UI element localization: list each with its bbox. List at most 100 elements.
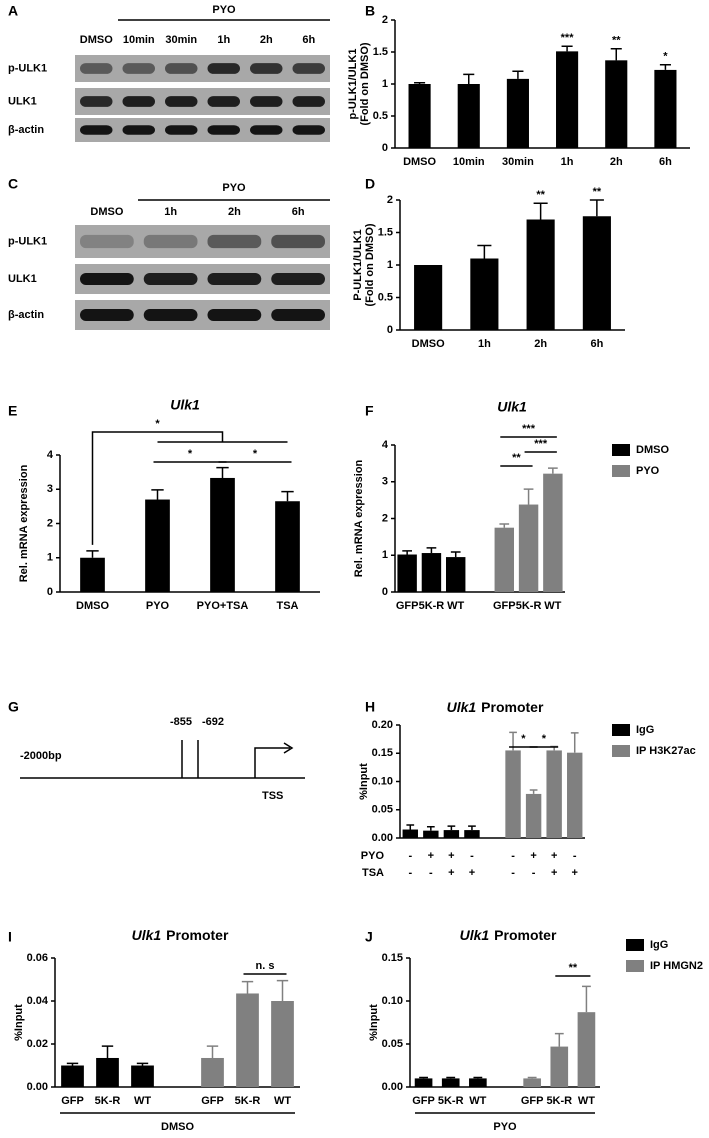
x-tick-label: 1h (478, 338, 491, 350)
blot-band (207, 63, 240, 74)
site-label: -692 (202, 716, 224, 728)
bar (96, 1057, 119, 1087)
x-tick-label: PYO (146, 600, 170, 612)
error-bar (570, 732, 579, 753)
error-bar (527, 1076, 537, 1079)
x-tick-label: DMSO (403, 156, 436, 168)
significance: ** (593, 186, 602, 198)
error-bar (402, 550, 412, 555)
error-bar (241, 980, 254, 994)
annotation: *** (522, 423, 536, 435)
bar (271, 1001, 294, 1087)
bar (414, 265, 443, 330)
y-tick-label: 0.10 (372, 775, 393, 787)
chart-title: Ulk1 (170, 397, 200, 413)
panel-label: F (365, 403, 374, 419)
x-tick-label: 5K-R (235, 1095, 261, 1107)
bar (80, 557, 105, 592)
panel-label: E (8, 403, 17, 419)
bar (236, 993, 259, 1087)
bar (582, 216, 611, 330)
x-tick-label: WT (134, 1095, 151, 1107)
bar (446, 557, 466, 592)
panel-label: G (8, 699, 19, 715)
error-bar (281, 490, 294, 502)
x-tick-label: 5K-R (438, 1095, 464, 1107)
y-tick-label: 0.5 (378, 291, 393, 303)
y-tick-label: 0.5 (373, 110, 388, 122)
error-bar (468, 825, 476, 831)
error-bar (610, 48, 622, 61)
x-tick-label: 6h (590, 338, 603, 350)
error-bar (136, 1062, 149, 1066)
x-tick-label: WT (544, 600, 561, 612)
error-bar (426, 825, 435, 831)
error-bar (533, 202, 548, 220)
annotation: * (155, 418, 160, 430)
legend-swatch (612, 745, 630, 757)
error-bar (548, 467, 558, 474)
chart-title: Ulk1 Promoter (132, 927, 229, 943)
bar (494, 527, 514, 592)
bar (469, 1078, 487, 1087)
x-tick-label: 5K-R (546, 1095, 572, 1107)
diagram-g: G -2000bp -855 -692 TSS (8, 699, 305, 802)
bar (397, 554, 417, 592)
blot-band (143, 234, 198, 249)
x-tick-label: 5K-R (516, 600, 542, 612)
bar (567, 752, 583, 838)
error-bar (446, 1076, 456, 1079)
lane-label: DMSO (80, 34, 113, 46)
y-tick-label: 0.15 (382, 952, 403, 964)
condition-sign: - (532, 867, 536, 879)
lane-label: 2h (260, 34, 273, 46)
bar (518, 504, 539, 592)
bar (61, 1065, 84, 1087)
panel-label: C (8, 176, 18, 192)
x-tick-label: 10min (453, 156, 485, 168)
legend-label: DMSO (636, 444, 669, 456)
group-label: PYO (493, 1121, 517, 1133)
significance: *** (561, 32, 575, 44)
annotation: * (188, 448, 193, 460)
blot-band (165, 125, 198, 135)
bar (654, 69, 677, 148)
y-tick-label: 0.00 (382, 1081, 403, 1093)
bar (414, 1078, 433, 1087)
lane-label: 6h (292, 206, 305, 218)
row-label: p-ULK1 (8, 62, 47, 74)
bar (526, 219, 555, 330)
blot-band (143, 273, 198, 285)
blot-band (250, 96, 283, 107)
y-axis-label: Rel. mRNA expression (18, 464, 30, 582)
y-tick-label: 0.00 (27, 1081, 48, 1093)
x-tick-label: WT (447, 600, 464, 612)
bar (145, 499, 170, 592)
y-tick-label: 2 (387, 194, 393, 206)
blot-band (80, 234, 134, 249)
legend-label: PYO (636, 465, 660, 477)
chart-title: Ulk1 (497, 399, 527, 415)
error-bar (523, 488, 534, 505)
bar (577, 1012, 596, 1087)
y-tick-label: 1.5 (378, 226, 393, 238)
condition-sign: - (470, 850, 474, 862)
x-tick-label: 2h (610, 156, 623, 168)
chart-title: Ulk1 Promoter (447, 699, 544, 715)
condition-sign: + (530, 850, 536, 862)
blot-band (80, 63, 113, 74)
x-tick-label: GFP (493, 600, 516, 612)
bar (275, 501, 300, 592)
legend-label: IgG (636, 724, 654, 736)
error-bar (512, 70, 524, 79)
x-tick-label: 6h (659, 156, 672, 168)
blot-band (80, 309, 134, 321)
legend-label: IgG (650, 939, 668, 951)
bar (556, 51, 579, 148)
condition-sign: + (448, 850, 454, 862)
row-label: β-actin (8, 309, 44, 321)
error-bar (86, 550, 99, 558)
error-bar (206, 1045, 219, 1058)
y-tick-label: 0 (47, 586, 53, 598)
row-label: ULK1 (8, 273, 37, 285)
